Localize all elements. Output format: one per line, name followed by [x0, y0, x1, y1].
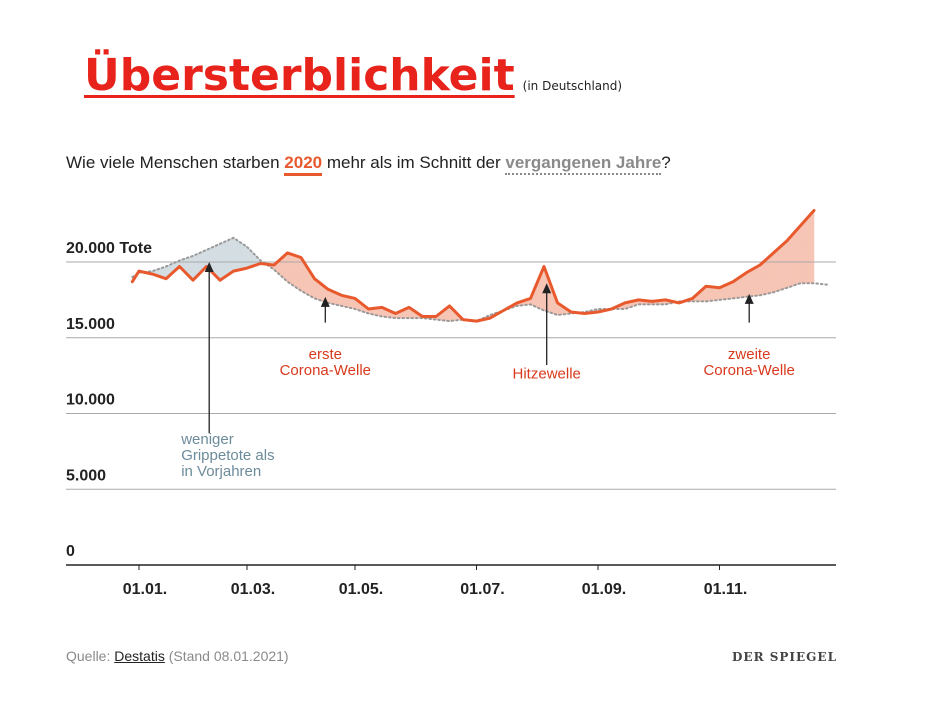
annotation-arrowhead	[542, 283, 552, 294]
annotation-label: erste	[309, 346, 342, 363]
x-tick-label: 01.09.	[582, 581, 626, 598]
y-tick-label: 20.000 Tote	[66, 240, 152, 257]
y-tick-label: 15.000	[66, 316, 115, 333]
x-tick-label: 01.07.	[460, 581, 504, 598]
subtitle-year-highlight: 2020	[284, 153, 323, 176]
annotation-label: Hitzewelle	[513, 366, 581, 383]
headline-subtitle: (in Deutschland)	[522, 79, 623, 93]
chart-subtitle: Wie viele Menschen starben 2020 mehr als…	[66, 153, 671, 176]
annotation-label: Corona-Welle	[703, 362, 794, 379]
x-tick-label: 01.05.	[339, 581, 383, 598]
x-tick-label: 01.01.	[123, 581, 167, 598]
annotation-arrowhead	[744, 293, 754, 304]
annotation-label: weniger	[180, 431, 234, 448]
subtitle-text-end: ?	[661, 153, 671, 172]
annotation-label: in Vorjahren	[181, 463, 261, 480]
x-tick-label: 01.11.	[704, 581, 748, 598]
headline: Übersterblichkeit (in Deutschland)	[84, 50, 622, 101]
annotation-label: zweite	[728, 346, 771, 363]
annotation-arrowhead	[320, 296, 330, 307]
y-tick-label: 10.000	[66, 392, 115, 409]
source-line: Quelle: Destatis (Stand 08.01.2021)	[66, 648, 289, 664]
annotation-arrowhead	[204, 262, 214, 272]
excess-mortality-chart: 0 5.000 10.000 15.000 20.000 Tote 01.01. 01.03…	[66, 209, 836, 598]
subtitle-average-highlight: vergangenen Jahre	[505, 153, 662, 175]
y-tick-label: 5.000	[66, 467, 106, 484]
headline-title: Übersterblichkeit	[84, 50, 515, 101]
y-tick-label: 0	[66, 543, 75, 560]
deaths-2020-line	[130, 209, 816, 323]
subtitle-text-middle: mehr als im Schnitt der	[322, 153, 506, 172]
source-label: Quelle:	[66, 648, 115, 664]
publisher-logo: DER SPIEGEL	[732, 650, 837, 664]
source-link[interactable]: Destatis	[114, 648, 165, 664]
x-tick-label: 01.03.	[231, 581, 275, 598]
source-note: (Stand 08.01.2021)	[164, 648, 289, 664]
annotation-label: Grippetote als	[181, 447, 274, 464]
subtitle-text-start: Wie viele Menschen starben	[66, 153, 285, 172]
annotation-label: Corona-Welle	[280, 362, 371, 379]
